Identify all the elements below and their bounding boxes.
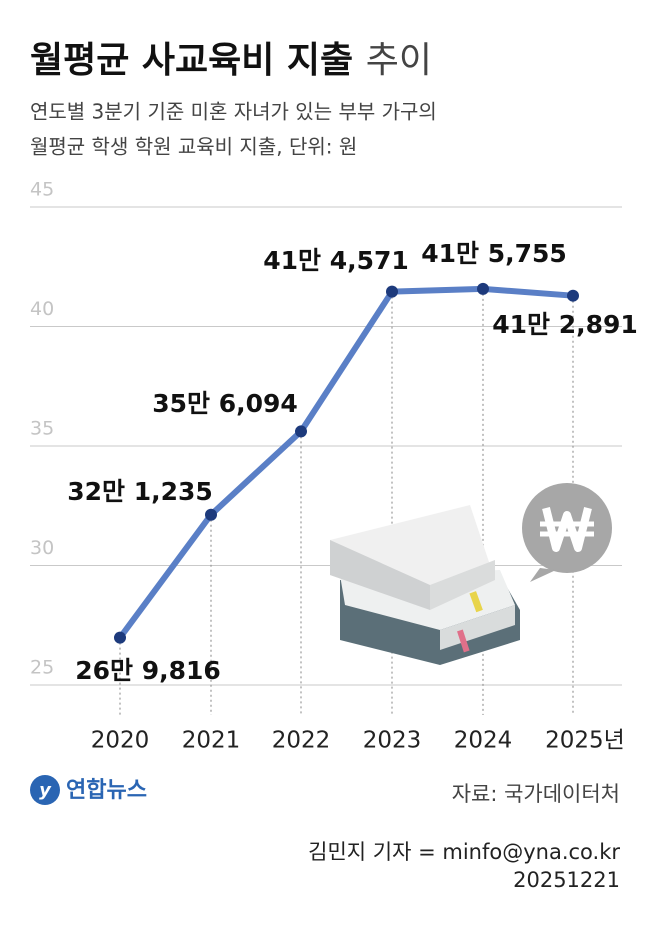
data-point bbox=[114, 631, 126, 644]
logo: y 연합뉴스 bbox=[30, 775, 147, 805]
data-point bbox=[386, 285, 398, 298]
won-bubble-icon bbox=[522, 483, 612, 582]
source: 자료: 국가데이터처 bbox=[452, 782, 620, 806]
data-point bbox=[205, 508, 217, 521]
y-tick-label: 45 bbox=[30, 179, 54, 201]
date: 20251221 bbox=[513, 868, 620, 892]
svg-text:y: y bbox=[39, 780, 52, 801]
data-label: 35만 6,094 bbox=[152, 389, 298, 418]
data-label: 41만 5,755 bbox=[421, 239, 567, 268]
logo-text: 연합뉴스 bbox=[66, 777, 147, 803]
data-point bbox=[567, 289, 579, 302]
x-tick-label: 2023 bbox=[363, 728, 422, 754]
data-label: 26만 9,816 bbox=[75, 656, 221, 685]
data-label: 32만 1,235 bbox=[67, 477, 213, 506]
x-tick-label: 2022 bbox=[272, 728, 331, 754]
chart-title: 월평균 사교육비 지출 추이 bbox=[30, 40, 432, 81]
y-tick-label: 40 bbox=[30, 298, 54, 320]
series-line bbox=[117, 285, 574, 640]
x-tick-label: 2025년 bbox=[545, 728, 625, 754]
data-label: 41만 4,571 bbox=[263, 246, 409, 275]
x-tick-label: 2020 bbox=[91, 728, 150, 754]
plot-area: 25 30 35 40 45 26만 9,816 2020 32만 1,235 2021 35만 … bbox=[30, 179, 638, 754]
data-point bbox=[477, 282, 489, 295]
y-tick-label: 35 bbox=[30, 418, 54, 440]
title-main: 월평균 사교육비 지출 bbox=[30, 40, 353, 81]
subtitle: 연도별 3분기 기준 미혼 자녀가 있는 부부 가구의 bbox=[30, 100, 437, 124]
title-suffix: 추이 bbox=[366, 40, 432, 81]
data-label: 41만 2,891 bbox=[492, 310, 638, 339]
data-point bbox=[295, 425, 307, 438]
books-illustration bbox=[330, 505, 520, 665]
subtitle: 월평균 학생 학원 교육비 지출, 단위: 원 bbox=[30, 135, 357, 159]
credit: 김민지 기자 = minfo@yna.co.kr bbox=[308, 840, 620, 864]
x-tick-label: 2024 bbox=[454, 728, 513, 754]
x-tick-label: 2021 bbox=[182, 728, 241, 754]
y-tick-label: 30 bbox=[30, 537, 54, 559]
y-tick-label: 25 bbox=[30, 657, 54, 679]
